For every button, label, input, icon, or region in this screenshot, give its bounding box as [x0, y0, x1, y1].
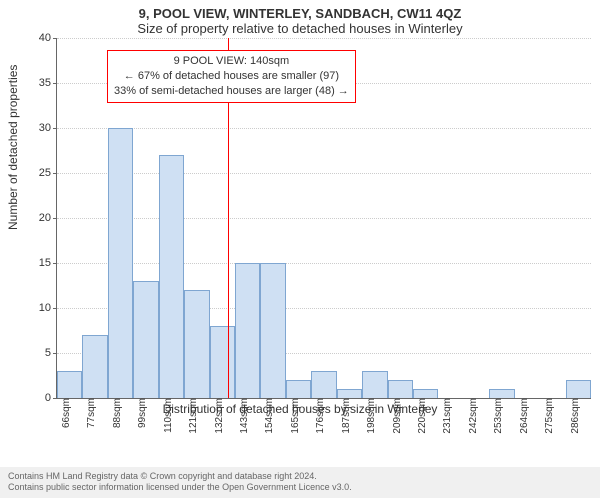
x-tick-label: 99sqm	[135, 398, 148, 428]
x-tick-label: 88sqm	[110, 398, 123, 428]
plot-area: 051015202530354066sqm77sqm88sqm99sqm110s…	[56, 38, 590, 398]
histogram-bar	[210, 326, 235, 398]
histogram-bar	[311, 371, 336, 398]
callout-line: 33% of semi-detached houses are larger (…	[114, 84, 349, 99]
histogram-bar	[108, 128, 133, 398]
x-tick-label: 198sqm	[364, 398, 377, 434]
y-tick-label: 35	[39, 77, 57, 89]
histogram-bar	[566, 380, 591, 398]
y-tick-label: 0	[45, 392, 57, 404]
x-tick-label: 286sqm	[568, 398, 581, 434]
x-tick-label: 264sqm	[517, 398, 530, 434]
histogram-bar	[133, 281, 158, 398]
x-tick-label: 275sqm	[542, 398, 555, 434]
histogram-bar	[489, 389, 514, 398]
x-tick-label: 187sqm	[339, 398, 352, 434]
x-tick-label: 77sqm	[84, 398, 97, 428]
histogram-bar	[362, 371, 387, 398]
histogram-bar	[388, 380, 413, 398]
x-tick-label: 132sqm	[212, 398, 225, 434]
y-tick-label: 15	[39, 257, 57, 269]
x-tick-label: 220sqm	[415, 398, 428, 434]
y-axis-label: Number of detached properties	[6, 65, 20, 230]
y-tick-label: 40	[39, 32, 57, 44]
y-tick-label: 20	[39, 212, 57, 224]
x-tick-label: 143sqm	[237, 398, 250, 434]
histogram-bar	[260, 263, 285, 398]
histogram-bar	[57, 371, 82, 398]
attribution-footer: Contains HM Land Registry data © Crown c…	[0, 467, 600, 498]
histogram-bar	[159, 155, 184, 398]
x-tick-label: 253sqm	[491, 398, 504, 434]
x-tick-label: 66sqm	[59, 398, 72, 428]
y-tick-label: 5	[45, 347, 57, 359]
x-tick-label: 209sqm	[390, 398, 403, 434]
footer-line-1: Contains HM Land Registry data © Crown c…	[8, 471, 592, 483]
y-tick-label: 30	[39, 122, 57, 134]
y-tick-label: 10	[39, 302, 57, 314]
histogram-bar	[82, 335, 107, 398]
x-tick-label: 242sqm	[466, 398, 479, 434]
y-tick-label: 25	[39, 167, 57, 179]
histogram-bar	[413, 389, 438, 398]
x-tick-label: 165sqm	[288, 398, 301, 434]
callout-line: ← 67% of detached houses are smaller (97…	[114, 69, 349, 84]
x-tick-label: 110sqm	[161, 398, 174, 433]
x-tick-label: 231sqm	[440, 398, 453, 434]
histogram-bar	[337, 389, 362, 398]
x-tick-label: 176sqm	[313, 398, 326, 434]
x-tick-label: 121sqm	[186, 398, 199, 434]
chart-subtitle: Size of property relative to detached ho…	[0, 21, 600, 38]
histogram-bar	[286, 380, 311, 398]
footer-line-2: Contains public sector information licen…	[8, 482, 592, 494]
histogram-bar	[235, 263, 260, 398]
histogram-bar	[184, 290, 209, 398]
chart-title-address: 9, POOL VIEW, WINTERLEY, SANDBACH, CW11 …	[0, 0, 600, 21]
callout-line: 9 POOL VIEW: 140sqm	[114, 54, 349, 69]
x-tick-label: 154sqm	[262, 398, 275, 434]
marker-callout: 9 POOL VIEW: 140sqm← 67% of detached hou…	[107, 50, 356, 103]
